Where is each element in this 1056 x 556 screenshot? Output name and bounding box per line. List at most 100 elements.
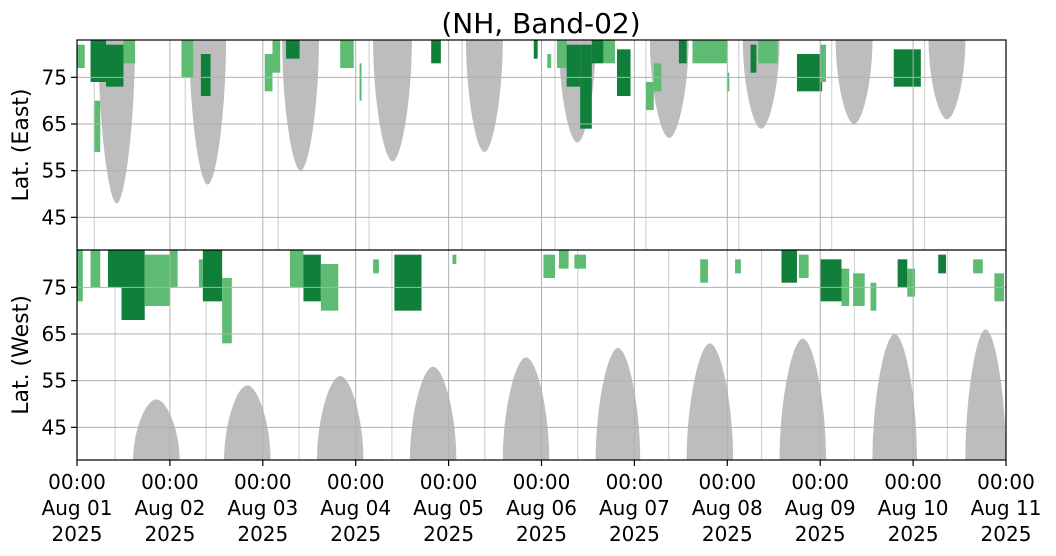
x-tick-label-6: 00:00 Aug 07 2025 bbox=[599, 470, 670, 546]
activity-cell-west-2 bbox=[107, 250, 122, 288]
ylabel-west: Lat. (West) bbox=[9, 295, 34, 415]
night-region-east-9 bbox=[928, 40, 966, 120]
activity-cell-west-20 bbox=[781, 250, 797, 283]
activity-cell-east-18 bbox=[591, 40, 604, 64]
y-tick-label-west-0: 75 bbox=[42, 275, 67, 299]
activity-cell-west-19 bbox=[735, 259, 741, 274]
activity-cell-east-17 bbox=[580, 44, 592, 129]
x-tick-time: 00:00 bbox=[141, 470, 199, 494]
chart-title: (NH, Band-02) bbox=[441, 7, 640, 40]
x-tick-year: 2025 bbox=[52, 522, 103, 546]
x-tick-label-7: 00:00 Aug 08 2025 bbox=[692, 470, 763, 546]
activity-cell-east-0 bbox=[77, 44, 85, 68]
activity-cell-west-16 bbox=[558, 250, 569, 269]
night-region-west-6 bbox=[686, 343, 734, 460]
x-tick-year: 2025 bbox=[237, 522, 288, 546]
activity-cell-west-7 bbox=[202, 250, 223, 302]
activity-cell-east-20 bbox=[616, 49, 631, 96]
night-region-west-1 bbox=[224, 385, 271, 460]
activity-cell-east-11 bbox=[359, 63, 362, 101]
x-tick-time: 00:00 bbox=[977, 470, 1035, 494]
x-tick-label-1: 00:00 Aug 02 2025 bbox=[134, 470, 205, 546]
x-tick-label-3: 00:00 Aug 04 2025 bbox=[320, 470, 391, 546]
activity-cell-west-29 bbox=[973, 259, 983, 274]
x-tick-date: Aug 11 bbox=[971, 496, 1042, 520]
x-tick-year: 2025 bbox=[702, 522, 753, 546]
x-tick-time: 00:00 bbox=[327, 470, 385, 494]
x-tick-year: 2025 bbox=[981, 522, 1032, 546]
activity-cell-west-8 bbox=[222, 278, 232, 344]
y-tick-label-west-3: 45 bbox=[42, 415, 67, 439]
activity-cell-west-13 bbox=[394, 254, 422, 311]
activity-cell-east-28 bbox=[796, 54, 823, 92]
night-region-west-7 bbox=[779, 338, 827, 460]
night-region-west-9 bbox=[965, 329, 1006, 460]
x-tick-year: 2025 bbox=[795, 522, 846, 546]
night-region-east-8 bbox=[835, 40, 873, 124]
x-tick-date: Aug 10 bbox=[878, 496, 949, 520]
night-region-west-5 bbox=[595, 348, 641, 460]
x-tick-time: 00:00 bbox=[234, 470, 292, 494]
activity-cell-west-4 bbox=[144, 254, 170, 306]
x-tick-year: 2025 bbox=[330, 522, 381, 546]
activity-cell-west-18 bbox=[700, 259, 708, 283]
activity-cell-east-29 bbox=[820, 44, 827, 82]
activity-cell-east-21 bbox=[646, 82, 654, 110]
activity-layer bbox=[77, 40, 1005, 344]
activity-cell-east-24 bbox=[692, 40, 728, 64]
x-tick-time: 00:00 bbox=[513, 470, 571, 494]
night-region-east-1 bbox=[189, 40, 227, 185]
y-tick-labels: 45 55 65 75 75 65 55 45 bbox=[42, 65, 67, 439]
x-tick-time: 00:00 bbox=[606, 470, 664, 494]
activity-cell-east-1 bbox=[90, 40, 107, 82]
y-tick-label-east-1: 55 bbox=[42, 159, 67, 183]
x-tick-date: Aug 05 bbox=[413, 496, 484, 520]
x-tick-year: 2025 bbox=[516, 522, 567, 546]
night-region-west-4 bbox=[502, 357, 550, 460]
x-tick-time: 00:00 bbox=[420, 470, 478, 494]
activity-cell-east-25 bbox=[727, 72, 730, 92]
activity-cell-west-15 bbox=[543, 254, 556, 278]
x-tick-time: 00:00 bbox=[48, 470, 106, 494]
activity-cell-east-6 bbox=[200, 54, 211, 96]
x-tick-date: Aug 06 bbox=[506, 496, 577, 520]
y-tick-label-east-3: 75 bbox=[42, 65, 67, 89]
activity-cell-west-1 bbox=[90, 250, 101, 288]
x-tick-label-4: 00:00 Aug 05 2025 bbox=[413, 470, 484, 546]
activity-cell-east-8 bbox=[272, 40, 281, 73]
activity-cell-west-21 bbox=[798, 254, 809, 278]
night-region-west-3 bbox=[409, 366, 457, 460]
plot-frame bbox=[76, 39, 1007, 461]
ylabel-east: Lat. (East) bbox=[9, 89, 34, 202]
y-tick-label-west-2: 55 bbox=[42, 369, 67, 393]
activity-cell-east-27 bbox=[758, 40, 778, 64]
activity-cell-east-13 bbox=[533, 40, 538, 59]
activity-cell-east-10 bbox=[340, 40, 354, 68]
activity-cell-west-24 bbox=[853, 273, 865, 306]
activity-cell-east-9 bbox=[286, 40, 300, 59]
x-tick-time: 00:00 bbox=[698, 470, 756, 494]
activity-cell-east-3 bbox=[106, 44, 124, 87]
activity-cell-east-16 bbox=[566, 44, 581, 87]
x-tick-date: Aug 03 bbox=[227, 496, 298, 520]
activity-cell-east-4 bbox=[123, 40, 136, 64]
x-tick-year: 2025 bbox=[888, 522, 939, 546]
activity-cell-east-26 bbox=[750, 44, 757, 73]
activity-cell-west-22 bbox=[820, 259, 842, 302]
x-tick-label-9: 00:00 Aug 10 2025 bbox=[878, 470, 949, 546]
activity-cell-east-14 bbox=[547, 54, 552, 68]
y-tick-label-east-2: 65 bbox=[42, 112, 67, 136]
x-tick-label-0: 00:00 Aug 01 2025 bbox=[42, 470, 113, 546]
x-tick-label-2: 00:00 Aug 03 2025 bbox=[227, 470, 298, 546]
activity-cell-east-15 bbox=[556, 40, 567, 68]
y-tick-label-west-1: 65 bbox=[42, 322, 67, 346]
activity-cell-west-26 bbox=[897, 259, 908, 288]
activity-cell-west-25 bbox=[870, 282, 877, 311]
activity-cell-east-2 bbox=[94, 100, 101, 152]
activity-cell-east-19 bbox=[603, 40, 616, 64]
activity-cell-west-9 bbox=[289, 250, 304, 288]
night-region-west-0 bbox=[133, 399, 180, 460]
activity-cell-west-14 bbox=[452, 254, 457, 264]
